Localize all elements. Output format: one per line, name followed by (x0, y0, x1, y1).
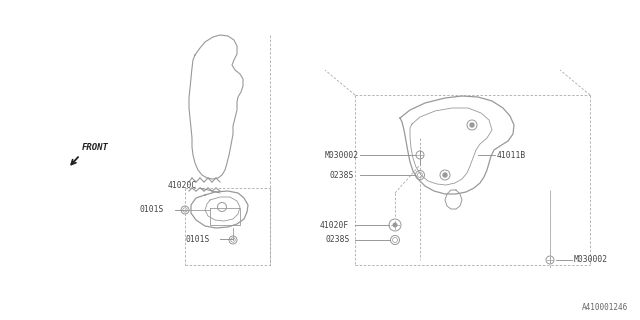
Text: FRONT: FRONT (82, 143, 109, 152)
Text: 0101S: 0101S (140, 205, 164, 214)
Text: M030002: M030002 (574, 255, 608, 265)
Circle shape (443, 173, 447, 177)
Text: 0238S: 0238S (326, 236, 350, 244)
Circle shape (393, 223, 397, 227)
Text: 0238S: 0238S (330, 171, 355, 180)
Text: 41011B: 41011B (497, 150, 526, 159)
Text: 41020C: 41020C (168, 181, 197, 190)
Text: 41020F: 41020F (320, 220, 349, 229)
Circle shape (470, 123, 474, 127)
Text: M030002: M030002 (325, 150, 359, 159)
Text: A410001246: A410001246 (582, 303, 628, 312)
Text: 0101S: 0101S (185, 235, 209, 244)
